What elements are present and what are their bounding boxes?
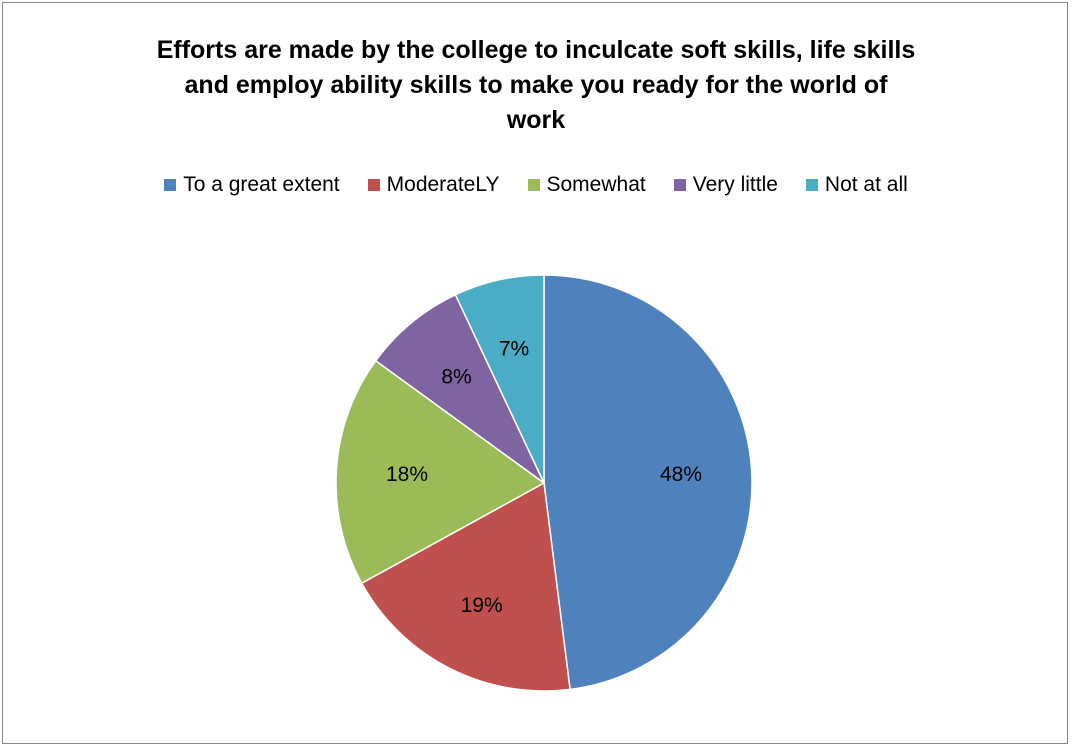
legend-label: ModerateLY xyxy=(386,173,500,196)
legend-label: Very little xyxy=(692,173,778,196)
legend-label: Somewhat xyxy=(546,173,646,196)
pie-chart: 48% 19% 18% 8% 7% xyxy=(335,274,753,692)
pie-slice-to-a-great-extent xyxy=(543,274,753,691)
legend-item-not-at-all: Not at all xyxy=(805,173,908,197)
pie-slice-not-at-all xyxy=(454,274,545,484)
legend-item-moderately: ModerateLY xyxy=(367,173,500,197)
chart-title-line-2: and employ ability skills to make you re… xyxy=(184,71,888,99)
pie-label-moderately: 19% xyxy=(461,594,503,617)
chart-title: Efforts are made by the college to incul… xyxy=(103,33,969,138)
legend-swatch xyxy=(527,179,540,191)
pie-label-somewhat: 18% xyxy=(386,463,428,486)
chart-legend: To a great extent ModerateLY Somewhat Ve… xyxy=(3,173,1069,197)
pie-slice-very-little xyxy=(374,293,545,484)
legend-item-very-little: Very little xyxy=(673,173,778,197)
legend-label: To a great extent xyxy=(183,173,340,196)
legend-swatch xyxy=(805,179,818,191)
legend-swatch xyxy=(164,179,177,191)
pie-label-very-little: 8% xyxy=(441,366,471,389)
legend-label: Not at all xyxy=(824,173,908,196)
legend-item-to-a-great-extent: To a great extent xyxy=(164,173,340,197)
chart-title-line-1: Efforts are made by the college to incul… xyxy=(156,36,916,64)
pie-label-to-a-great-extent: 48% xyxy=(660,463,702,486)
chart-title-line-3: work xyxy=(506,106,566,134)
legend-swatch xyxy=(367,179,380,191)
legend-swatch xyxy=(673,179,686,191)
pie-slice-moderately xyxy=(360,481,571,692)
pie-slice-somewhat xyxy=(335,359,546,585)
pie-label-not-at-all: 7% xyxy=(499,338,529,361)
legend-item-somewhat: Somewhat xyxy=(527,173,646,197)
